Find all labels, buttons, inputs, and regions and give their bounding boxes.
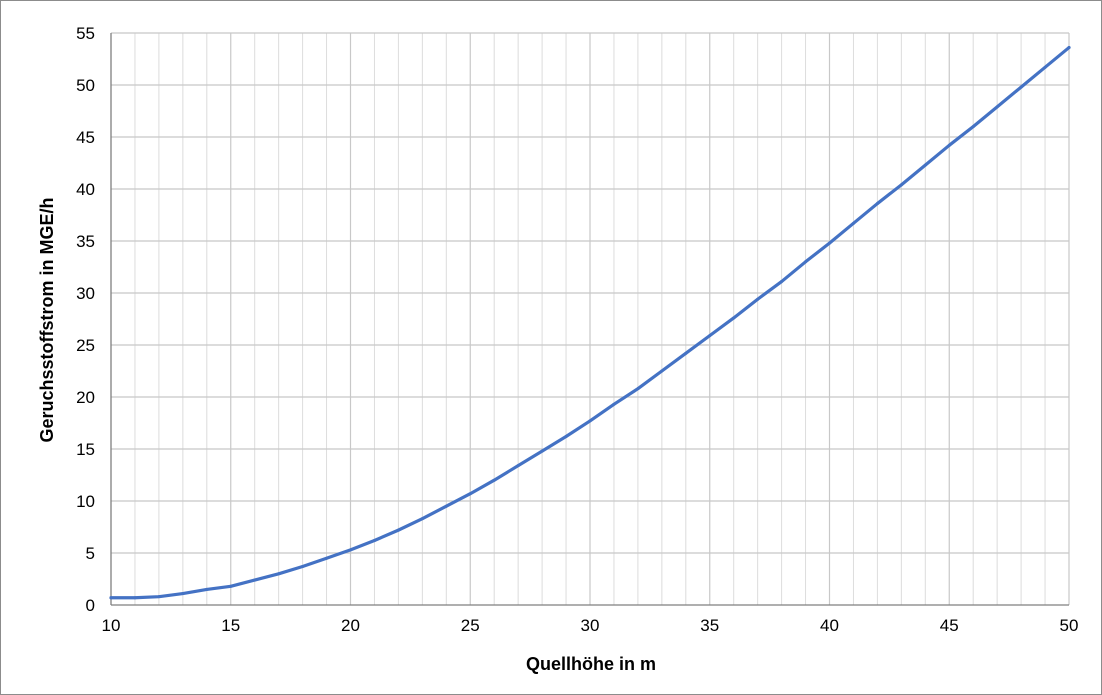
data-point bbox=[828, 241, 831, 245]
data-point bbox=[109, 596, 113, 600]
data-point bbox=[636, 387, 640, 391]
data-point bbox=[732, 316, 736, 320]
major-gridlines bbox=[111, 32, 1070, 605]
data-point bbox=[660, 369, 664, 373]
data-point bbox=[396, 528, 400, 532]
data-point bbox=[1043, 65, 1047, 69]
series-layer bbox=[109, 45, 1071, 600]
data-point bbox=[133, 596, 137, 600]
axes bbox=[110, 33, 1069, 606]
data-point bbox=[1019, 85, 1023, 89]
data-point bbox=[684, 351, 688, 355]
y-tick-label: 35 bbox=[76, 232, 95, 251]
x-tick-label: 30 bbox=[581, 616, 600, 635]
data-point bbox=[157, 595, 161, 599]
data-point bbox=[229, 584, 233, 588]
x-tick-label: 35 bbox=[700, 616, 719, 635]
data-point bbox=[420, 517, 424, 521]
x-tick-label: 50 bbox=[1060, 616, 1079, 635]
data-point bbox=[372, 539, 376, 543]
x-tick-label: 45 bbox=[940, 616, 959, 635]
y-tick-label: 10 bbox=[76, 492, 95, 511]
y-tick-label: 25 bbox=[76, 336, 95, 355]
data-point bbox=[205, 587, 209, 591]
data-point bbox=[851, 221, 855, 225]
y-tick-label: 55 bbox=[76, 24, 95, 43]
x-tick-label: 15 bbox=[221, 616, 240, 635]
data-point bbox=[923, 163, 927, 167]
data-point bbox=[301, 565, 305, 569]
data-point bbox=[540, 449, 544, 453]
data-point bbox=[468, 492, 472, 496]
data-point bbox=[756, 297, 760, 301]
data-point bbox=[995, 105, 999, 109]
data-point bbox=[349, 548, 352, 552]
y-tick-label: 20 bbox=[76, 388, 95, 407]
x-tick-label: 40 bbox=[820, 616, 839, 635]
data-point bbox=[564, 435, 568, 439]
data-point bbox=[875, 202, 879, 206]
data-point bbox=[1067, 46, 1071, 50]
data-point bbox=[971, 125, 975, 129]
data-point bbox=[181, 592, 185, 596]
y-axis-tick-labels: 0 5 10 15 20 25 30 35 40 45 50 55 bbox=[76, 24, 95, 615]
x-tick-label: 20 bbox=[341, 616, 360, 635]
x-axis-tick-labels: 10 15 20 25 30 35 40 45 50 bbox=[102, 616, 1079, 635]
data-point bbox=[780, 280, 784, 284]
x-tick-label: 25 bbox=[461, 616, 480, 635]
x-axis-title: Quellhöhe in m bbox=[526, 654, 656, 674]
minor-gridlines bbox=[134, 33, 1046, 605]
data-point bbox=[899, 183, 903, 187]
data-point bbox=[325, 556, 329, 560]
y-tick-label: 50 bbox=[76, 76, 95, 95]
data-point bbox=[277, 572, 281, 576]
data-point bbox=[588, 419, 592, 423]
data-point bbox=[947, 143, 951, 147]
data-point bbox=[612, 402, 616, 406]
y-tick-label: 40 bbox=[76, 180, 95, 199]
y-tick-label: 5 bbox=[86, 544, 95, 563]
data-point bbox=[708, 334, 712, 338]
data-point bbox=[253, 578, 257, 582]
y-tick-label: 0 bbox=[86, 596, 95, 615]
x-tick-label: 10 bbox=[102, 616, 121, 635]
y-tick-label: 30 bbox=[76, 284, 95, 303]
data-point bbox=[516, 464, 520, 468]
data-point bbox=[444, 504, 448, 508]
y-tick-label: 45 bbox=[76, 128, 95, 147]
y-axis-title: Geruchsstoffstrom in MGE/h bbox=[37, 197, 57, 442]
y-tick-label: 15 bbox=[76, 440, 95, 459]
data-point bbox=[804, 260, 808, 264]
data-point bbox=[492, 478, 496, 482]
